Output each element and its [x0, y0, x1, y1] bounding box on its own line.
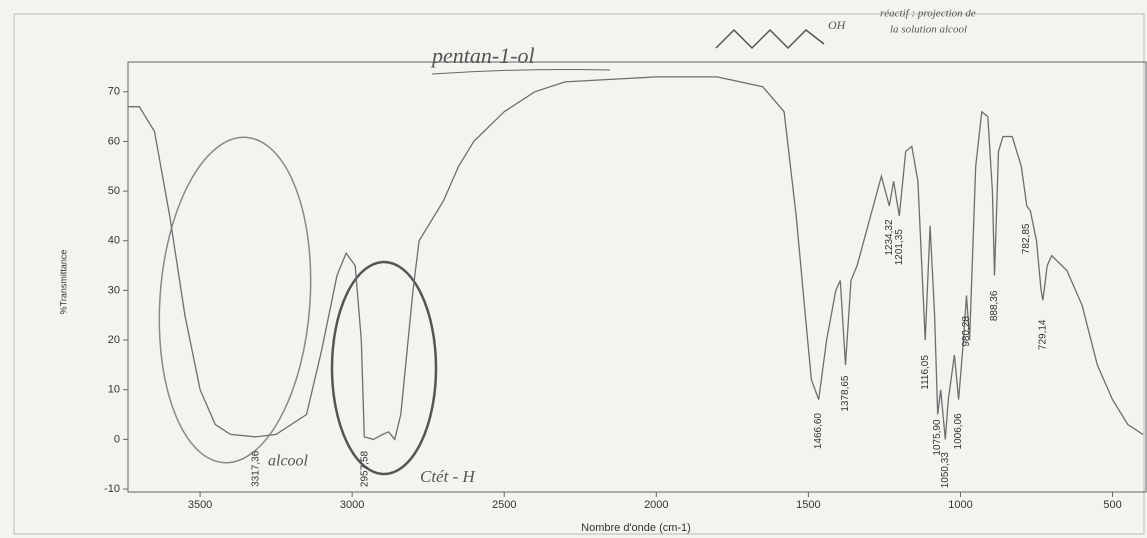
handwritten-underline: [431, 69, 611, 75]
y-tick-label: 20: [108, 334, 120, 346]
x-tick-label: 1500: [796, 499, 820, 511]
peak-label: 1378,65: [840, 375, 851, 412]
x-tick-label: 2500: [492, 499, 516, 511]
peak-label: 3317,36: [250, 450, 261, 487]
x-tick-label: 3000: [340, 499, 364, 511]
y-tick-label: 50: [108, 185, 120, 197]
x-tick-label: 1000: [948, 499, 972, 511]
x-tick-label: 500: [1103, 499, 1121, 511]
peak-label: 782,85: [1021, 223, 1032, 254]
x-tick-label: 2000: [644, 499, 668, 511]
peak-label: 888,36: [989, 290, 1000, 321]
peak-label: 1050,33: [940, 452, 951, 489]
x-tick-label: 3500: [188, 499, 212, 511]
y-axis-label: %Transmittance: [58, 250, 68, 315]
y-tick-label: 60: [108, 135, 120, 147]
peak-label: 1466,60: [813, 413, 824, 450]
note-title: pentan-1-ol: [430, 43, 535, 68]
peak-label: 729,14: [1037, 319, 1048, 350]
peak-label: 1201,35: [894, 229, 905, 266]
peak-label: 2957,58: [360, 450, 371, 487]
note-alcool: alcool: [268, 453, 309, 470]
peak-label: 980,28: [961, 316, 972, 347]
note-reactif: réactif : projection de: [880, 8, 976, 20]
peak-label: 1006,06: [953, 413, 964, 450]
peak-label: 1075,90: [932, 419, 943, 456]
note-reactif: la solution alcool: [890, 24, 967, 36]
note-oh: OH: [828, 18, 847, 32]
y-tick-label: 40: [108, 235, 120, 247]
handwritten-circle: [330, 260, 438, 476]
y-tick-label: 0: [114, 433, 120, 445]
page-frame: [13, 13, 1145, 535]
y-tick-label: 30: [108, 284, 120, 296]
y-tick-label: 10: [108, 384, 120, 396]
handwritten-circle: [158, 136, 312, 464]
handwritten-molecule: [715, 28, 825, 50]
x-axis-label: Nombre d'onde (cm-1): [581, 522, 691, 534]
peak-label: 1234,32: [884, 219, 895, 256]
y-tick-label: -10: [104, 483, 120, 495]
note-cteth: Ctét - H: [420, 467, 476, 486]
y-tick-label: 70: [108, 86, 120, 98]
spectrum-line: [128, 76, 1144, 441]
plot-frame: [127, 61, 1147, 493]
peak-label: 1116,05: [920, 355, 931, 390]
